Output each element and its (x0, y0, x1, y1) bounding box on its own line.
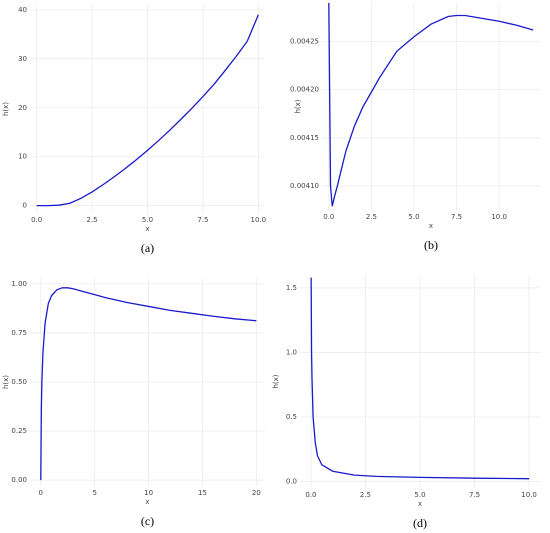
y-tick-label: 0.25 (11, 427, 27, 435)
x-axis-label: x (418, 500, 422, 508)
x-tick-label: 7.5 (197, 216, 208, 224)
y-axis-label: h(x) (2, 102, 10, 116)
data-line (310, 277, 530, 480)
y-tick-label: 10 (18, 153, 27, 161)
x-axis-label: x (429, 222, 433, 230)
y-tick-label: 0 (23, 202, 27, 210)
y-axis-label: h(x) (294, 99, 302, 113)
y-tick-label: 20 (18, 104, 27, 112)
x-tick-label: 20 (252, 489, 261, 497)
y-tick-label: 30 (18, 55, 27, 63)
y-tick-label: 1.00 (11, 280, 27, 288)
x-tick-label: 0.0 (323, 213, 334, 221)
x-tick-label: 2.5 (87, 216, 98, 224)
x-axis-label: x (145, 498, 149, 506)
data-line (40, 287, 257, 481)
x-tick-label: 10.0 (251, 216, 267, 224)
data-line (328, 2, 534, 207)
y-tick-label: 0.00415 (290, 134, 319, 142)
y-tick-label: 1.5 (286, 284, 297, 292)
y-axis-label: h(x) (2, 375, 10, 389)
y-tick-label: 0.0 (286, 478, 297, 486)
data-line (36, 14, 259, 207)
x-tick-label: 10 (144, 489, 153, 497)
panel-caption: (c) (141, 514, 154, 528)
x-tick-label: 5.0 (408, 213, 419, 221)
y-tick-label: 0.00 (11, 476, 27, 484)
y-tick-label: 40 (18, 6, 27, 14)
x-tick-label: 10.0 (521, 491, 537, 499)
x-tick-label: 2.5 (366, 213, 377, 221)
x-tick-label: 15 (198, 489, 207, 497)
panel-caption: (b) (424, 238, 438, 252)
y-tick-label: 0.75 (11, 329, 27, 337)
x-tick-label: 5.0 (142, 216, 153, 224)
y-tick-label: 1.0 (286, 348, 297, 356)
x-tick-label: 5 (92, 489, 96, 497)
y-tick-label: 0.00420 (290, 86, 319, 94)
x-tick-label: 7.5 (451, 213, 462, 221)
y-tick-label: 0.5 (286, 413, 297, 421)
x-tick-label: 0.0 (31, 216, 42, 224)
x-tick-label: 0 (39, 489, 43, 497)
x-tick-label: 5.0 (414, 491, 425, 499)
panel-caption: (a) (141, 241, 154, 255)
x-tick-label: 2.5 (360, 491, 371, 499)
y-tick-label: 0.50 (11, 378, 27, 386)
x-tick-label: 0.0 (305, 491, 316, 499)
y-tick-label: 0.00410 (290, 182, 319, 190)
panel-caption: (d) (413, 516, 427, 530)
x-axis-label: x (145, 225, 149, 233)
x-tick-label: 10.0 (491, 213, 507, 221)
y-tick-label: 0.00425 (290, 38, 319, 46)
y-axis-label: h(x) (272, 374, 280, 388)
x-tick-label: 7.5 (469, 491, 480, 499)
